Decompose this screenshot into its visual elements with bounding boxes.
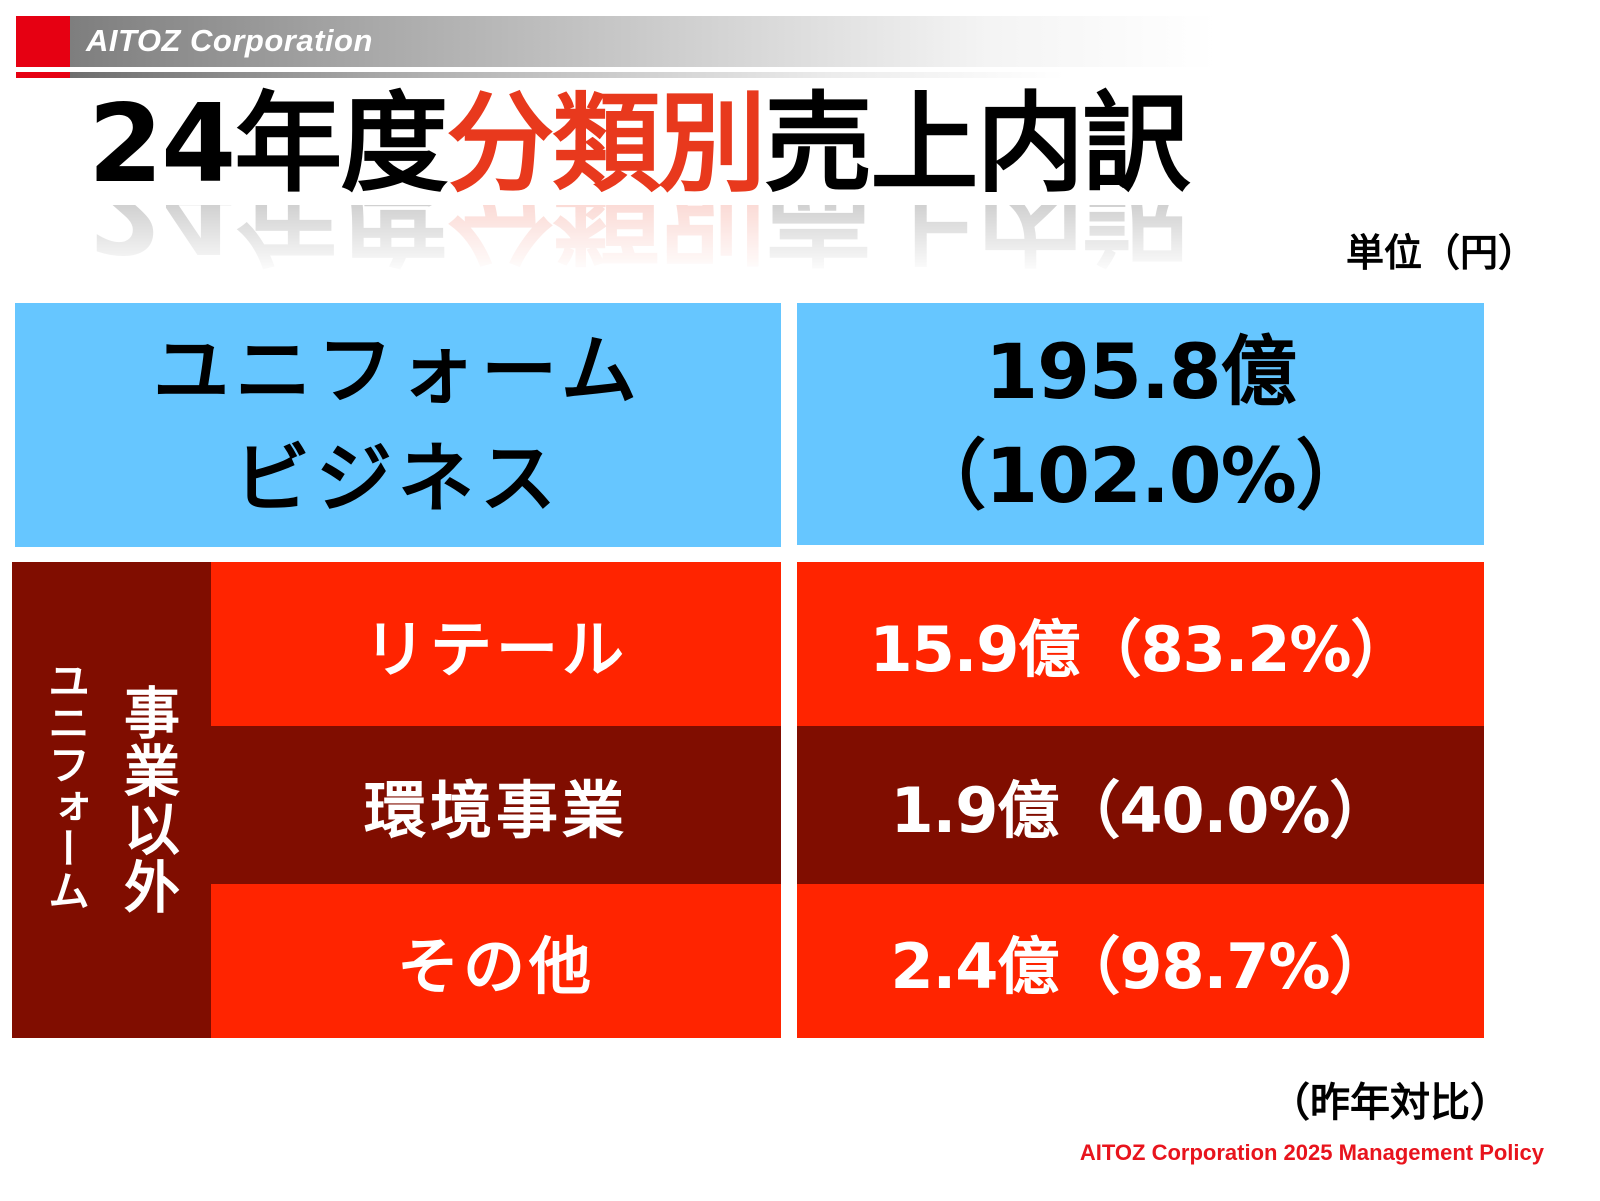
non-uniform-group-label-cell: 事業以外 ユニフォーム — [12, 562, 211, 1038]
uniform-label-line1: ユニフォーム — [153, 326, 643, 415]
title-reflection-accent: 分類別 — [446, 205, 765, 275]
title-rest: 売上内訳 — [764, 82, 1190, 207]
footer-text: AITOZ Corporation 2025 Management Policy — [1079, 1140, 1544, 1165]
environment-value: 1.9億 — [890, 774, 1060, 847]
uniform-value: 195.8億 — [985, 327, 1296, 416]
title-accent: 分類別 — [446, 82, 766, 207]
row-label-retail: リテール — [211, 562, 781, 726]
uniform-ratio: （102.0%） — [910, 431, 1372, 520]
row-label-environment: 環境事業 — [211, 726, 781, 884]
row-value-environment: 1.9億 （40.0%） — [797, 726, 1484, 884]
company-logo: AITOZ Corporation — [86, 23, 373, 58]
other-ratio: （98.7%） — [1058, 930, 1391, 1003]
other-value: 2.4億 — [890, 930, 1060, 1003]
group-label-main: 事業以外 — [114, 684, 180, 916]
header-gradient-bar — [70, 16, 1600, 67]
header-red-block — [16, 16, 70, 67]
uniform-business-value-cell: 195.8億 （102.0%） — [797, 303, 1484, 545]
header-red-underline — [16, 72, 70, 78]
title-reflection-rest: 売上内訳 — [764, 205, 1189, 275]
retail-ratio: （83.2%） — [1079, 613, 1412, 686]
title-reflection: 24年度分類別売上内訳 — [88, 205, 1388, 275]
comparison-note: （昨年対比） — [1270, 1080, 1510, 1126]
unit-label: 単位（円） — [1345, 231, 1536, 275]
row-label-other: その他 — [211, 884, 781, 1038]
uniform-label-line2: ビジネス — [234, 434, 562, 523]
group-label-sub: ユニフォーム — [41, 659, 91, 911]
header-gradient-underline — [70, 72, 1600, 78]
page-title: 24年度分類別売上内訳 — [88, 82, 1190, 207]
row-value-retail: 15.9億 （83.2%） — [797, 562, 1484, 726]
retail-value: 15.9億 — [869, 613, 1080, 686]
uniform-business-label-cell: ユニフォーム ビジネス — [15, 303, 781, 547]
environment-ratio: （40.0%） — [1058, 774, 1391, 847]
row-value-other: 2.4億 （98.7%） — [797, 884, 1484, 1038]
title-year: 24年度 — [88, 82, 448, 207]
title-reflection-year: 24年度 — [88, 205, 447, 275]
